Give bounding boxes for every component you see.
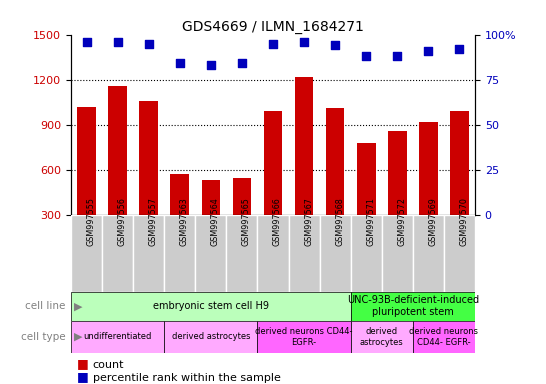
Bar (164, 321, 258, 353)
Bar (201, 180, 220, 260)
Text: embryonic stem cell H9: embryonic stem cell H9 (153, 301, 269, 311)
Bar (233, 178, 251, 260)
Bar (382, 215, 413, 292)
Text: cell type: cell type (21, 332, 66, 342)
Bar (444, 215, 475, 292)
Text: ▶: ▶ (74, 332, 82, 342)
Point (113, 39, 122, 45)
Text: GSM997556: GSM997556 (117, 197, 127, 246)
Bar (357, 143, 376, 260)
Bar (351, 321, 413, 353)
Text: GSM997572: GSM997572 (397, 197, 406, 246)
Point (331, 42, 340, 48)
Bar (227, 215, 258, 292)
Point (393, 53, 402, 59)
Bar (413, 215, 444, 292)
Point (362, 53, 371, 59)
Bar (295, 77, 313, 260)
Text: GSM997570: GSM997570 (460, 197, 468, 246)
Text: GSM997566: GSM997566 (273, 197, 282, 245)
Point (300, 39, 308, 45)
Text: GSM997567: GSM997567 (304, 197, 313, 246)
Bar (195, 215, 227, 292)
Text: GSM997564: GSM997564 (211, 197, 220, 245)
Text: UNC-93B-deficient-induced
pluripotent stem: UNC-93B-deficient-induced pluripotent st… (347, 295, 479, 317)
Text: derived neurons
CD44- EGFR-: derived neurons CD44- EGFR- (410, 327, 478, 347)
Text: GSM997571: GSM997571 (366, 197, 375, 246)
Text: GSM997565: GSM997565 (242, 197, 251, 246)
Bar (258, 215, 288, 292)
Point (238, 60, 246, 66)
Bar (288, 215, 319, 292)
Text: GSM997569: GSM997569 (429, 197, 437, 246)
Bar (326, 108, 345, 260)
Bar (77, 107, 96, 260)
Text: undifferentiated: undifferentiated (84, 333, 152, 341)
Bar (388, 131, 407, 260)
Title: GDS4669 / ILMN_1684271: GDS4669 / ILMN_1684271 (182, 20, 364, 33)
Bar (170, 174, 189, 260)
Bar (258, 321, 351, 353)
Point (455, 46, 464, 52)
Text: count: count (93, 360, 124, 370)
Bar (139, 101, 158, 260)
Text: GSM997557: GSM997557 (149, 197, 158, 246)
Text: ■: ■ (76, 370, 88, 383)
Text: GSM997563: GSM997563 (180, 197, 189, 245)
Bar (102, 215, 133, 292)
Point (424, 48, 433, 54)
Text: GSM997555: GSM997555 (86, 197, 96, 246)
Bar (419, 122, 438, 260)
Bar (108, 86, 127, 260)
Bar (351, 215, 382, 292)
Bar (71, 215, 102, 292)
Text: derived
astrocytes: derived astrocytes (360, 327, 403, 347)
Text: cell line: cell line (25, 301, 66, 311)
Bar (133, 215, 164, 292)
Point (82, 39, 91, 45)
Bar (71, 321, 164, 353)
Bar (71, 292, 351, 321)
Point (206, 62, 215, 68)
Point (175, 60, 184, 66)
Text: derived neurons CD44-
EGFR-: derived neurons CD44- EGFR- (256, 327, 353, 347)
Text: derived astrocytes: derived astrocytes (171, 333, 250, 341)
Bar (413, 321, 475, 353)
Text: ■: ■ (76, 357, 88, 370)
Bar (319, 215, 351, 292)
Text: percentile rank within the sample: percentile rank within the sample (93, 373, 281, 383)
Point (144, 41, 153, 47)
Bar (450, 111, 469, 260)
Bar (164, 215, 195, 292)
Bar (264, 111, 282, 260)
Bar (351, 292, 475, 321)
Text: ▶: ▶ (74, 301, 82, 311)
Text: GSM997568: GSM997568 (335, 197, 344, 245)
Point (269, 41, 277, 47)
